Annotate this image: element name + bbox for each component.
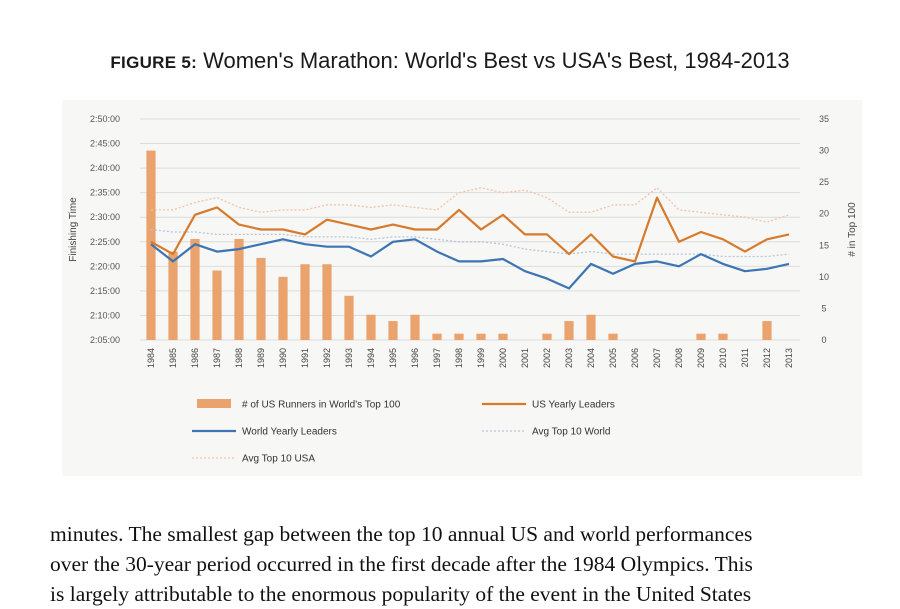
chart-panel: 2:05:00 2:10:00 2:15:00 2:20:00 2:25:00 2:30:… bbox=[62, 100, 862, 476]
y-tick-label: 2:05:00 bbox=[90, 335, 120, 345]
bar-us-runners bbox=[278, 276, 288, 340]
x-tick-label: 1988 bbox=[234, 348, 244, 368]
x-tick-label: 2010 bbox=[718, 348, 728, 368]
legend-label: Avg Top 10 World bbox=[532, 427, 610, 438]
y-tick-label: 2:45:00 bbox=[90, 139, 120, 149]
y2-tick-label: 35 bbox=[819, 114, 829, 124]
x-tick-label: 1993 bbox=[344, 348, 354, 368]
bar-us-runners bbox=[476, 333, 486, 340]
x-tick-label: 1990 bbox=[278, 348, 288, 368]
x-tick-label: 1998 bbox=[454, 348, 464, 368]
x-tick-label: 1984 bbox=[146, 348, 156, 368]
bar-us-runners bbox=[344, 295, 354, 340]
figure-title-text: Women's Marathon: World's Best vs USA's … bbox=[203, 48, 790, 73]
bar-us-runners bbox=[322, 264, 332, 340]
y-tick-label: 2:10:00 bbox=[90, 310, 120, 320]
x-tick-label: 1992 bbox=[322, 348, 332, 368]
bar-us-runners bbox=[366, 314, 376, 340]
line-us-yearly-leaders bbox=[150, 196, 790, 263]
y-tick-label: 2:40:00 bbox=[90, 163, 120, 173]
bar-us-runners bbox=[300, 264, 310, 340]
legend-label: World Yearly Leaders bbox=[242, 427, 337, 438]
bar-us-runners bbox=[696, 333, 706, 340]
x-tick-label: 2013 bbox=[784, 348, 794, 368]
x-tick-label: 2003 bbox=[564, 348, 574, 368]
bar-us-runners bbox=[388, 321, 398, 340]
x-tick-label: 1994 bbox=[366, 348, 376, 368]
x-tick-label: 2009 bbox=[696, 348, 706, 368]
y2-tick-label: 15 bbox=[819, 240, 829, 250]
y-tick-label: 2:20:00 bbox=[90, 261, 120, 271]
y-tick-label: 2:50:00 bbox=[90, 114, 120, 124]
legend-swatch-bar bbox=[197, 399, 231, 408]
x-tick-label: 1991 bbox=[300, 348, 310, 368]
legend-label: Avg Top 10 USA bbox=[242, 454, 315, 465]
y2-tick-label: 25 bbox=[819, 177, 829, 187]
bar-us-runners bbox=[586, 314, 596, 340]
x-tick-label: 2011 bbox=[740, 348, 750, 367]
bar-us-runners bbox=[212, 270, 222, 340]
x-tick-label: 1996 bbox=[410, 348, 420, 368]
y2-tick-label: 10 bbox=[819, 272, 829, 282]
bar-us-runners bbox=[256, 257, 266, 340]
y-tick-label: 2:25:00 bbox=[90, 237, 120, 247]
x-tick-label: 2002 bbox=[542, 348, 552, 368]
y-tick-label: 2:30:00 bbox=[90, 212, 120, 222]
body-line-2: over the 30-year period occurred in the … bbox=[50, 552, 753, 576]
body-line-1: minutes. The smallest gap between the to… bbox=[50, 522, 753, 546]
y2-tick-label: 30 bbox=[819, 146, 829, 156]
y-tick-label: 2:15:00 bbox=[90, 286, 120, 296]
bar-us-runners bbox=[542, 333, 552, 340]
x-tick-label: 1997 bbox=[432, 348, 442, 368]
x-tick-label: 1985 bbox=[168, 348, 178, 368]
legend-label: # of US Runners in World's Top 100 bbox=[242, 400, 401, 411]
bar-us-runners bbox=[718, 333, 728, 340]
y2-tick-label: 5 bbox=[821, 303, 826, 313]
bar-us-runners bbox=[410, 314, 420, 340]
y2-tick-label: 20 bbox=[819, 209, 829, 219]
x-tick-label: 1986 bbox=[190, 348, 200, 368]
y2-axis-title: # in Top 100 bbox=[847, 202, 858, 257]
bar-us-runners bbox=[234, 238, 244, 340]
bar-us-runners bbox=[564, 321, 574, 340]
x-tick-label: 2007 bbox=[652, 348, 662, 368]
y-axis-title: Finishing Time bbox=[68, 197, 79, 262]
bar-us-runners bbox=[454, 333, 464, 340]
x-tick-label: 2012 bbox=[762, 348, 772, 368]
bar-us-runners bbox=[762, 321, 772, 340]
x-tick-label: 2005 bbox=[608, 348, 618, 368]
x-tick-label: 1989 bbox=[256, 348, 266, 368]
bar-us-runners bbox=[190, 238, 200, 340]
body-line-3: is largely attributable to the enormous … bbox=[50, 582, 752, 606]
x-tick-label: 2004 bbox=[586, 348, 596, 368]
figure-number: FIGURE 5: bbox=[110, 53, 198, 72]
line-avg-top-10-world bbox=[150, 228, 790, 258]
legend-label: US Yearly Leaders bbox=[532, 400, 615, 411]
figure-title: FIGURE 5: Women's Marathon: World's Best … bbox=[0, 48, 900, 74]
x-tick-label: 2008 bbox=[674, 348, 684, 368]
x-tick-label: 2000 bbox=[498, 348, 508, 368]
bar-us-runners bbox=[498, 333, 508, 340]
x-tick-label: 1999 bbox=[476, 348, 486, 368]
bar-us-runners bbox=[432, 333, 442, 340]
x-tick-label: 1987 bbox=[212, 348, 222, 368]
line-world-yearly-leaders bbox=[150, 238, 790, 290]
x-tick-label: 2006 bbox=[630, 348, 640, 368]
marathon-chart: 2:05:00 2:10:00 2:15:00 2:20:00 2:25:00 2:30:… bbox=[68, 114, 858, 465]
y-tick-label: 2:35:00 bbox=[90, 188, 120, 198]
x-tick-label: 1995 bbox=[388, 348, 398, 368]
x-tick-label: 2001 bbox=[520, 348, 530, 368]
bar-us-runners bbox=[168, 251, 178, 340]
bar-us-runners bbox=[608, 333, 618, 340]
y2-tick-label: 0 bbox=[821, 335, 826, 345]
